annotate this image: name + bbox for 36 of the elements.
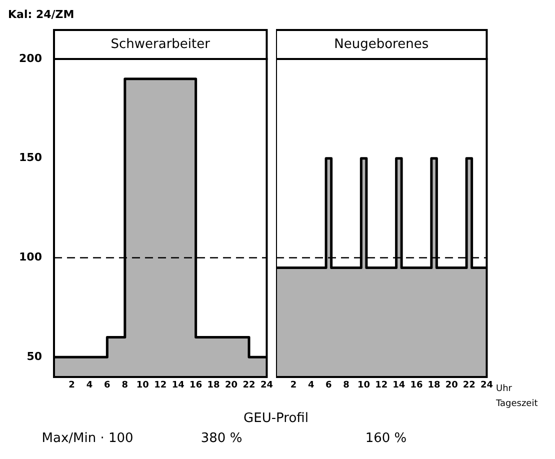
x-tick-label: 18 <box>428 380 440 391</box>
text: 380 % <box>200 431 242 446</box>
chart-title: Neugeborenes <box>334 36 429 52</box>
x-axis-title: Uhr Tageszeit <box>495 383 539 411</box>
x-tick-label: 8 <box>343 380 350 391</box>
y-axis-title: Kal: 24/ZM <box>8 8 76 23</box>
y-tick-label: 150 <box>19 151 42 164</box>
x-tick-label: 4 <box>86 380 93 391</box>
x-tick-label: 6 <box>326 380 332 391</box>
x-tick-label: 20 <box>225 380 238 391</box>
x-axis-title: GEU-Profil <box>244 411 308 426</box>
x-tick-label: 16 <box>410 380 423 391</box>
x-tick-label: 16 <box>190 380 202 391</box>
x-tick-label: 14 <box>172 380 184 391</box>
x-tick-label: 12 <box>154 380 167 391</box>
x-tick-label: 14 <box>392 380 406 391</box>
x-tick-label: 10 <box>136 380 149 391</box>
x-tick-label: 8 <box>122 380 128 391</box>
x-tick-label: 10 <box>358 380 370 391</box>
text: 160 % <box>365 431 407 446</box>
x-tick-label: 2 <box>68 380 75 391</box>
x-tick-label: 4 <box>308 380 314 391</box>
x-tick-label: 24 <box>480 380 494 391</box>
text: Max/Min · 100 <box>42 431 134 446</box>
x-tick-label: 2 <box>290 380 297 391</box>
chart-title: Schwerarbeiter <box>110 36 211 52</box>
x-tick-label: 24 <box>260 380 274 391</box>
x-tick-label: 6 <box>104 380 110 391</box>
x-tick-label: 22 <box>462 380 476 391</box>
x-tick-label: 18 <box>207 380 220 391</box>
x-tick-label: 20 <box>445 380 458 391</box>
x-tick-label: 12 <box>375 380 388 391</box>
y-tick-label: 200 <box>19 52 42 65</box>
y-tick-label: 50 <box>26 350 42 363</box>
x-tick-label: 22 <box>242 380 256 391</box>
y-tick-label: 100 <box>19 250 42 264</box>
